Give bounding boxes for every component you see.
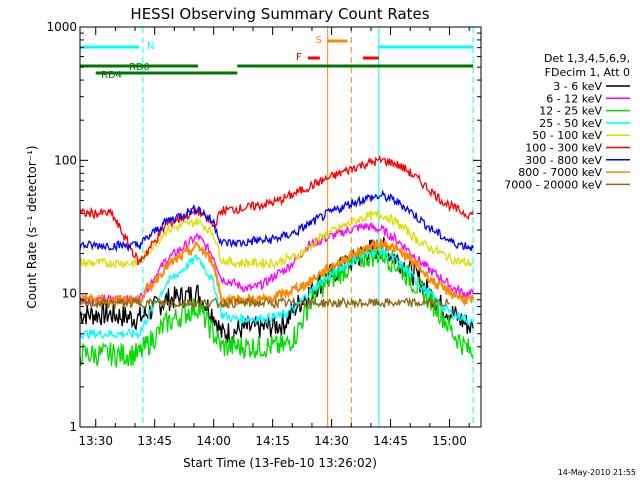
x-axis: 13:30 13:45 14:00 14:15 14:30 14:45 15:00 <box>78 27 470 448</box>
flag-label: F <box>296 52 302 63</box>
flag-label: N <box>147 41 154 52</box>
series-line <box>79 243 474 369</box>
flag-label: RD0 <box>129 62 150 73</box>
legend-header: Det 1,3,4,5,6,9, <box>544 52 630 65</box>
legend-entry-label: 100 - 300 keV <box>525 142 602 155</box>
legend-entry-label: 50 - 100 keV <box>532 129 602 142</box>
legend-entry-label: 7000 - 20000 keV <box>504 178 602 191</box>
y-tick-label: 100 <box>54 153 77 167</box>
flag-label: S <box>316 35 322 46</box>
x-axis-label: Start Time (13-Feb-10 13:26:02) <box>183 456 377 470</box>
x-tick-label: 15:00 <box>432 434 467 448</box>
series-line <box>79 189 474 253</box>
legend-entry-label: 300 - 800 keV <box>525 154 602 167</box>
legend-entry-label: 12 - 25 keV <box>539 105 602 118</box>
series-line <box>79 245 474 340</box>
legend-entry-label: 3 - 6 keV <box>553 80 602 93</box>
flag-label: RD4 <box>101 70 122 81</box>
series-line <box>79 296 450 310</box>
x-tick-label: 13:45 <box>137 434 172 448</box>
y-tick-label: 1000 <box>46 20 77 34</box>
series-line <box>79 238 475 307</box>
plot-timestamp: 14-May-2010 21:55 <box>558 468 636 477</box>
legend-entry-label: 25 - 50 keV <box>539 117 602 130</box>
series-layer <box>79 154 475 369</box>
y-tick-label: 1 <box>69 420 77 434</box>
y-axis: 1 10 100 1000 <box>46 20 481 434</box>
series-line <box>79 154 474 266</box>
y-axis-label: Count Rate (s⁻¹ detector⁻¹) <box>25 145 39 308</box>
legend-header: FDecim 1, Att 0 <box>545 66 630 79</box>
flags-layer: N RD0 RD4 S F <box>80 35 474 81</box>
x-tick-label: 13:30 <box>78 434 113 448</box>
legend-entry-label: 800 - 7000 keV <box>518 166 602 179</box>
legend-entry-label: 6 - 12 keV <box>546 92 602 105</box>
y-tick-label: 10 <box>62 287 77 301</box>
legend: Det 1,3,4,5,6,9,FDecim 1, Att 03 - 6 keV… <box>504 52 630 191</box>
x-tick-label: 14:30 <box>314 434 349 448</box>
chart-title: HESSI Observing Summary Count Rates <box>130 5 429 23</box>
x-tick-label: 14:15 <box>255 434 290 448</box>
x-tick-label: 14:00 <box>196 434 231 448</box>
x-tick-label: 14:45 <box>373 434 408 448</box>
plot-frame <box>79 26 482 428</box>
vertical-markers <box>79 27 474 427</box>
